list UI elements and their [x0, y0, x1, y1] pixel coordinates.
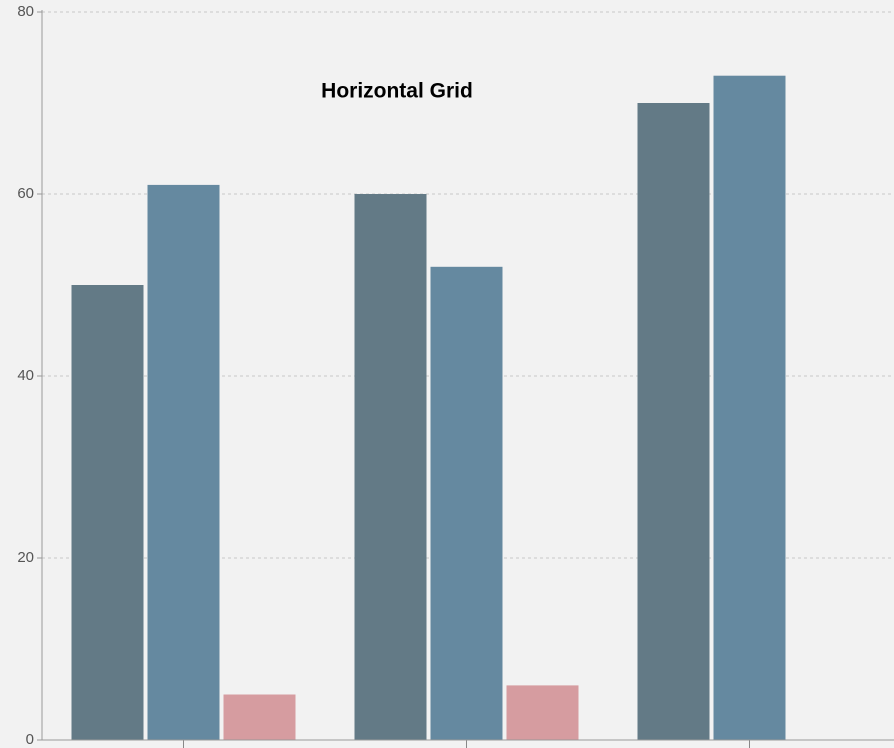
bar	[430, 266, 503, 740]
bar	[71, 285, 144, 740]
chart-title: Horizontal Grid	[321, 80, 473, 103]
bar	[223, 694, 296, 740]
bar	[354, 194, 427, 740]
y-tick-label: 20	[17, 549, 34, 566]
bar	[713, 75, 786, 740]
y-tick-label: 60	[17, 185, 34, 202]
y-tick-label: 0	[26, 731, 34, 748]
bar	[637, 103, 710, 740]
bar	[147, 184, 220, 740]
bar	[506, 685, 579, 740]
y-tick-label: 40	[17, 367, 34, 384]
y-tick-label: 80	[17, 3, 34, 20]
